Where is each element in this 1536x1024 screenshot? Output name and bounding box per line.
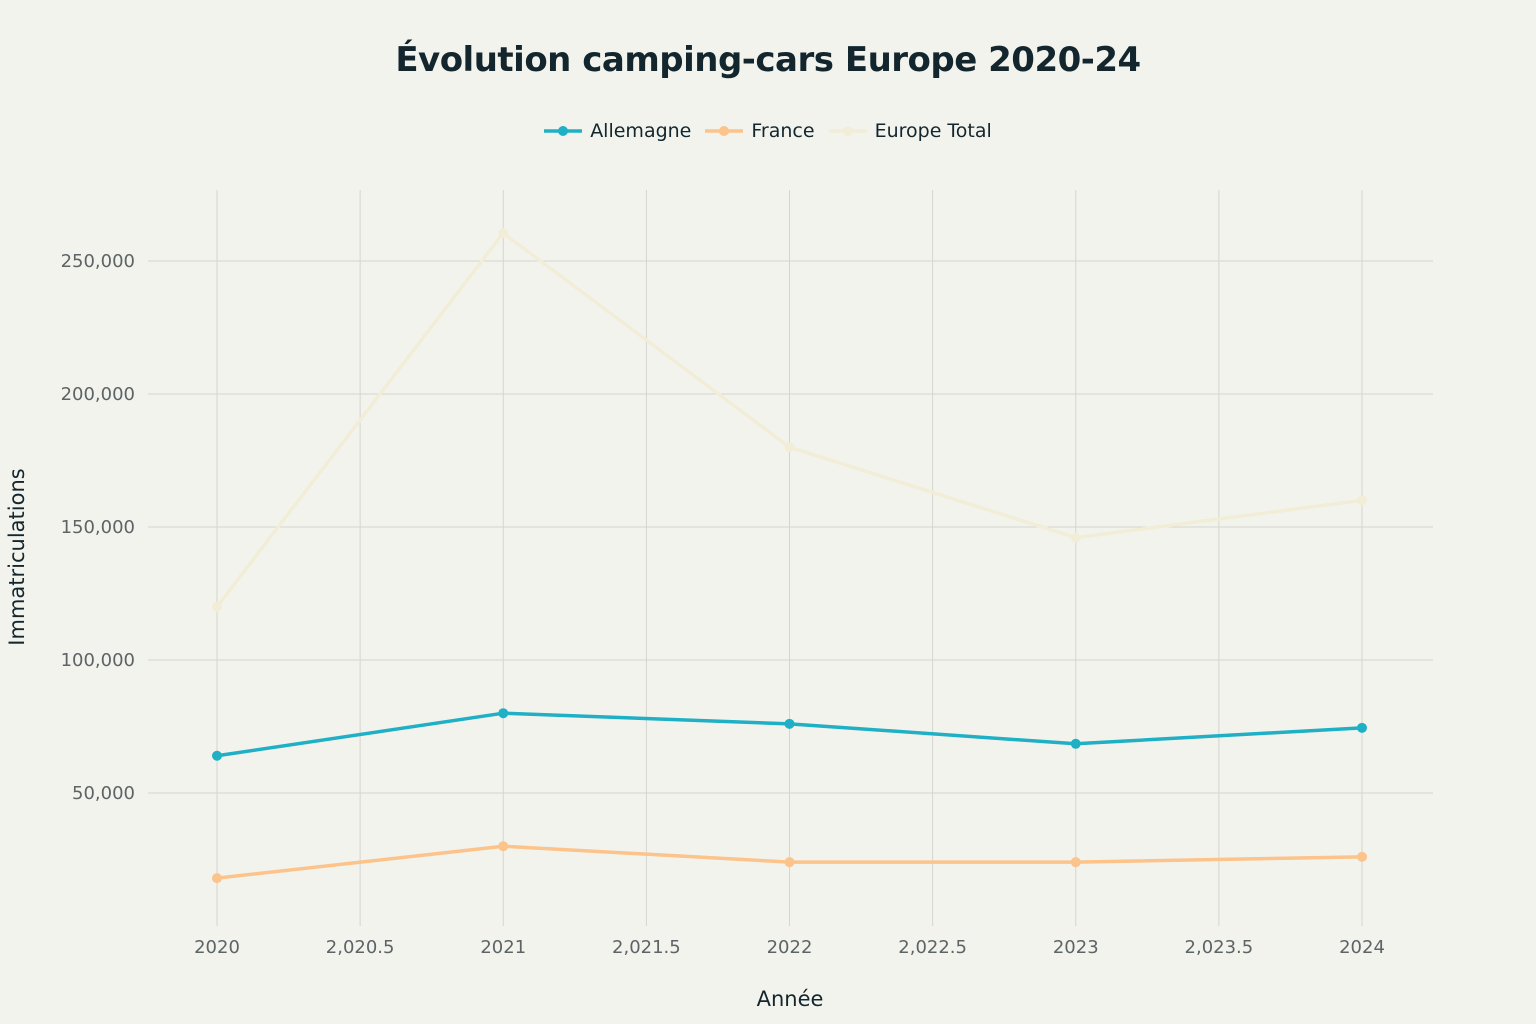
y-tick-label: 150,000 bbox=[61, 517, 135, 538]
data-point-allemagne bbox=[1357, 722, 1367, 733]
y-axis-label: Immatriculations bbox=[5, 468, 29, 645]
data-point-europe-total bbox=[784, 442, 795, 453]
legend-item[interactable]: Allemagne bbox=[544, 120, 691, 142]
data-point-europe-total bbox=[1070, 532, 1081, 543]
legend-item[interactable]: Europe Total bbox=[828, 120, 992, 142]
data-point-allemagne bbox=[784, 718, 795, 729]
chart-title: Évolution camping-cars Europe 2020-24 bbox=[395, 40, 1141, 80]
legend-label: Allemagne bbox=[590, 120, 692, 142]
legend-line-icon bbox=[828, 126, 867, 136]
y-tick-label: 250,000 bbox=[61, 251, 135, 272]
data-point-europe-total bbox=[212, 601, 222, 612]
series-allemagne bbox=[212, 708, 1367, 761]
data-point-france bbox=[784, 857, 795, 868]
legend: Allemagne France Europe Total bbox=[0, 120, 1536, 142]
x-tick-label: 2021 bbox=[480, 937, 526, 958]
x-tick-label: 2022 bbox=[767, 937, 813, 958]
x-tick-label: 2,021.5 bbox=[612, 937, 681, 958]
legend-item[interactable]: France bbox=[705, 120, 815, 142]
legend-line-icon bbox=[544, 126, 583, 136]
data-point-france bbox=[1357, 851, 1367, 862]
data-point-france bbox=[498, 841, 509, 852]
data-point-france bbox=[1070, 857, 1081, 868]
x-tick-label: 2020 bbox=[194, 937, 240, 958]
series-europe-total bbox=[212, 228, 1367, 612]
x-tick-label: 2,022.5 bbox=[898, 937, 967, 958]
x-tick-label: 2,023.5 bbox=[1185, 937, 1254, 958]
x-axis-label: Année bbox=[757, 987, 824, 1011]
x-tick-label: 2024 bbox=[1339, 937, 1385, 958]
x-tick-label: 2023 bbox=[1053, 937, 1099, 958]
legend-label: Europe Total bbox=[874, 120, 992, 142]
data-point-allemagne bbox=[498, 708, 509, 719]
data-point-france bbox=[212, 873, 222, 884]
series-france bbox=[212, 841, 1367, 884]
y-tick-label: 200,000 bbox=[61, 384, 135, 405]
legend-line-icon bbox=[705, 126, 744, 136]
x-tick-label: 2,020.5 bbox=[326, 937, 395, 958]
data-point-allemagne bbox=[1070, 738, 1081, 749]
y-tick-label: 100,000 bbox=[61, 650, 135, 671]
legend-label: France bbox=[751, 120, 815, 142]
data-point-europe-total bbox=[498, 228, 509, 239]
y-tick-label: 50,000 bbox=[72, 783, 135, 804]
data-point-allemagne bbox=[212, 750, 222, 761]
data-point-europe-total bbox=[1357, 495, 1367, 506]
